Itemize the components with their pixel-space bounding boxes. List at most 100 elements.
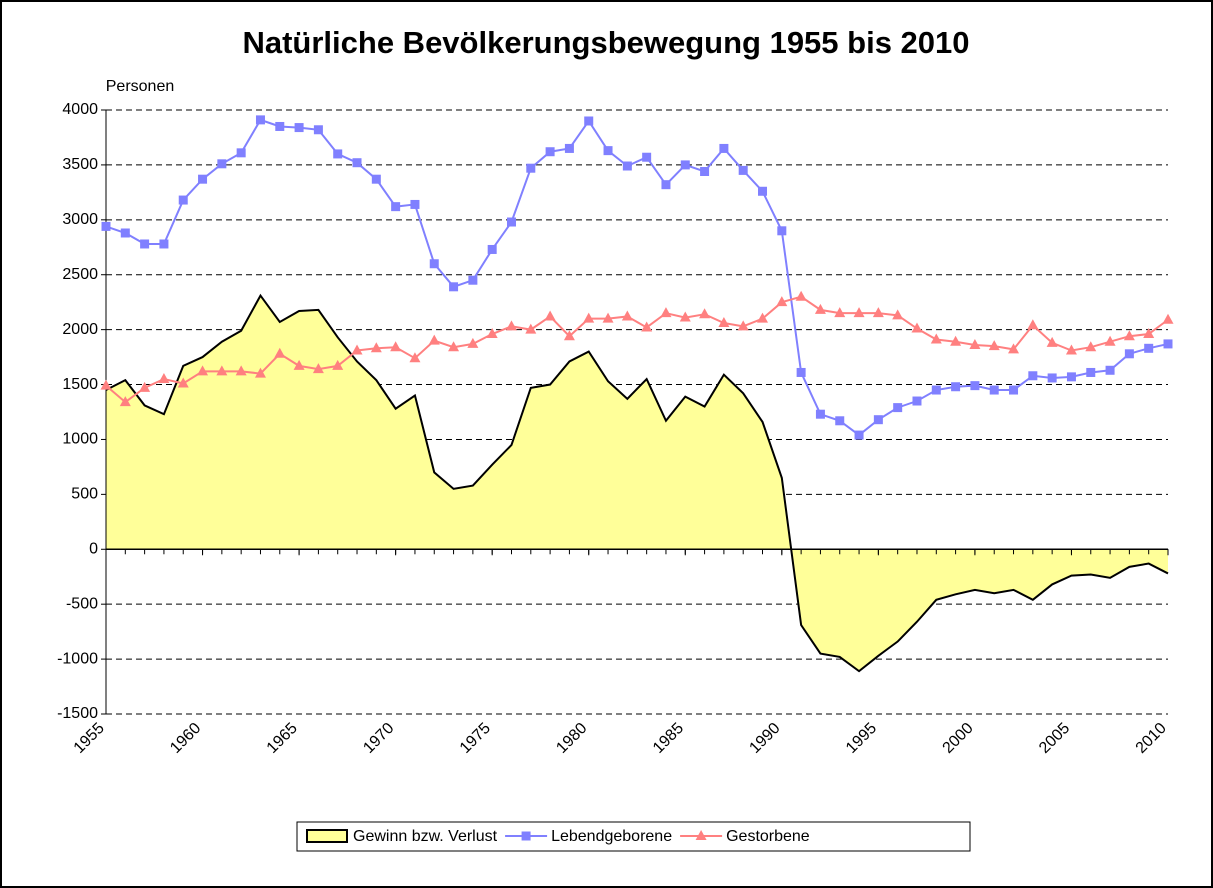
- marker: [834, 307, 846, 318]
- marker: [312, 363, 324, 374]
- chart-title: Natürliche Bevölkerungsbewegung 1955 bis…: [242, 25, 969, 60]
- marker: [912, 396, 922, 406]
- marker: [700, 166, 710, 176]
- marker: [1124, 349, 1134, 359]
- y-tick-label: 4000: [62, 101, 98, 118]
- marker: [1104, 335, 1116, 346]
- marker: [969, 339, 981, 350]
- y-tick-label: -1000: [57, 650, 98, 667]
- marker: [467, 337, 479, 348]
- marker: [680, 160, 690, 170]
- marker: [815, 409, 825, 419]
- marker: [892, 309, 904, 320]
- marker: [119, 396, 131, 407]
- marker: [486, 328, 498, 339]
- marker: [177, 377, 189, 388]
- marker: [1163, 339, 1173, 349]
- marker: [293, 359, 305, 370]
- marker: [487, 244, 497, 254]
- marker: [1143, 328, 1155, 339]
- marker: [911, 322, 923, 333]
- marker: [217, 159, 227, 169]
- marker: [1086, 367, 1096, 377]
- marker: [970, 381, 980, 391]
- marker: [776, 296, 788, 307]
- marker: [371, 174, 381, 184]
- marker: [468, 275, 478, 285]
- y-axis-label: Personen: [106, 78, 175, 95]
- marker: [140, 239, 150, 249]
- marker: [525, 323, 537, 334]
- marker: [796, 367, 806, 377]
- marker: [814, 303, 826, 314]
- marker: [603, 146, 613, 156]
- marker: [1046, 336, 1058, 347]
- marker: [621, 310, 633, 321]
- marker: [275, 121, 285, 131]
- marker: [679, 311, 691, 322]
- y-tick-label: 3000: [62, 211, 98, 228]
- marker: [1047, 373, 1057, 383]
- marker: [236, 148, 246, 158]
- marker: [313, 125, 323, 135]
- y-tick-label: 1000: [62, 431, 98, 448]
- marker: [370, 342, 382, 353]
- marker: [197, 365, 209, 376]
- marker: [101, 221, 111, 231]
- marker: [254, 367, 266, 378]
- marker: [950, 335, 962, 346]
- marker: [777, 226, 787, 236]
- marker: [449, 282, 459, 292]
- legend-marker: [521, 831, 531, 841]
- marker: [544, 310, 556, 321]
- marker: [352, 158, 362, 168]
- marker: [988, 340, 1000, 351]
- marker: [294, 123, 304, 133]
- marker: [1009, 385, 1019, 395]
- marker: [391, 202, 401, 212]
- marker: [1162, 313, 1174, 324]
- marker: [641, 321, 653, 332]
- marker: [738, 165, 748, 175]
- marker: [120, 228, 130, 238]
- y-tick-label: -500: [66, 595, 98, 612]
- marker: [448, 341, 460, 352]
- marker: [255, 115, 265, 125]
- marker: [332, 359, 344, 370]
- y-tick-label: -1500: [57, 705, 98, 722]
- y-tick-label: 2000: [62, 321, 98, 338]
- marker: [660, 307, 672, 318]
- marker: [584, 116, 594, 126]
- marker: [506, 217, 516, 227]
- marker: [1008, 343, 1020, 354]
- area: [106, 295, 1168, 672]
- marker: [1085, 341, 1097, 352]
- y-tick-label: 500: [71, 486, 98, 503]
- marker: [158, 373, 170, 384]
- marker: [1105, 365, 1115, 375]
- marker: [100, 379, 112, 390]
- marker: [1027, 319, 1039, 330]
- legend-label: Gewinn bzw. Verlust: [353, 828, 498, 845]
- legend-marker: [695, 830, 707, 840]
- y-tick-label: 3500: [62, 156, 98, 173]
- y-tick-label: 0: [89, 540, 98, 557]
- marker: [216, 365, 228, 376]
- marker: [930, 333, 942, 344]
- marker: [718, 317, 730, 328]
- legend-label: Gestorbene: [726, 828, 810, 845]
- marker: [642, 152, 652, 162]
- legend-box: [296, 821, 971, 852]
- legend: Gewinn bzw. Verlust Lebendgeborene Gestorb…: [296, 821, 971, 852]
- marker: [235, 365, 247, 376]
- marker: [564, 143, 574, 153]
- marker: [854, 430, 864, 440]
- marker: [872, 307, 884, 318]
- marker: [758, 186, 768, 196]
- marker: [1123, 330, 1135, 341]
- marker: [351, 344, 363, 355]
- marker: [795, 290, 807, 301]
- marker: [139, 381, 151, 392]
- marker: [873, 415, 883, 425]
- marker: [931, 385, 941, 395]
